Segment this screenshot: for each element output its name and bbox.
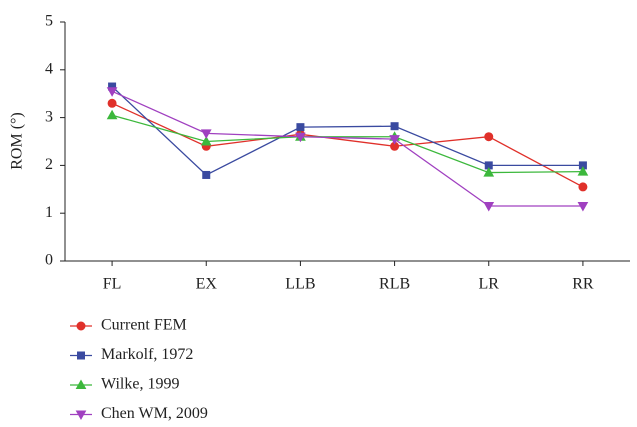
marker	[200, 129, 212, 139]
y-tick-label: 3	[45, 108, 53, 125]
legend-label: Current FEM	[101, 317, 187, 334]
x-tick-label: LR	[479, 276, 500, 293]
x-tick-label: RR	[572, 276, 594, 293]
series-line	[111, 86, 583, 176]
series-line	[111, 102, 584, 188]
x-tick-label: FL	[103, 276, 122, 293]
marker	[577, 202, 589, 212]
x-tick-label: LLB	[285, 276, 315, 293]
marker	[483, 167, 495, 177]
marker	[483, 202, 495, 212]
y-tick-label: 1	[45, 204, 53, 221]
y-tick-label: 2	[45, 156, 53, 173]
marker	[389, 135, 400, 145]
marker	[578, 182, 588, 192]
series-line	[111, 90, 583, 207]
marker	[296, 123, 305, 132]
marker	[484, 132, 494, 142]
x-tick-label: RLB	[379, 276, 410, 293]
legend-label: Chen WM, 2009	[101, 405, 208, 422]
marker	[200, 135, 212, 146]
y-tick-label: 5	[45, 13, 53, 30]
x-tick-label: EX	[196, 276, 218, 293]
legend-label: Markolf, 1972	[101, 346, 193, 363]
marker	[75, 379, 87, 389]
legend-label: Wilke, 1999	[101, 376, 179, 393]
marker	[106, 109, 118, 120]
marker	[390, 122, 399, 131]
marker	[75, 410, 87, 421]
marker	[77, 351, 85, 360]
y-axis-label: ROM (°)	[9, 112, 26, 170]
marker	[107, 98, 117, 108]
marker	[76, 321, 86, 331]
y-tick-label: 4	[45, 60, 53, 77]
marker	[295, 132, 306, 143]
marker	[577, 166, 589, 176]
marker	[202, 170, 211, 179]
y-tick-label: 0	[45, 252, 53, 269]
series-line	[111, 114, 583, 174]
marker	[106, 87, 118, 97]
